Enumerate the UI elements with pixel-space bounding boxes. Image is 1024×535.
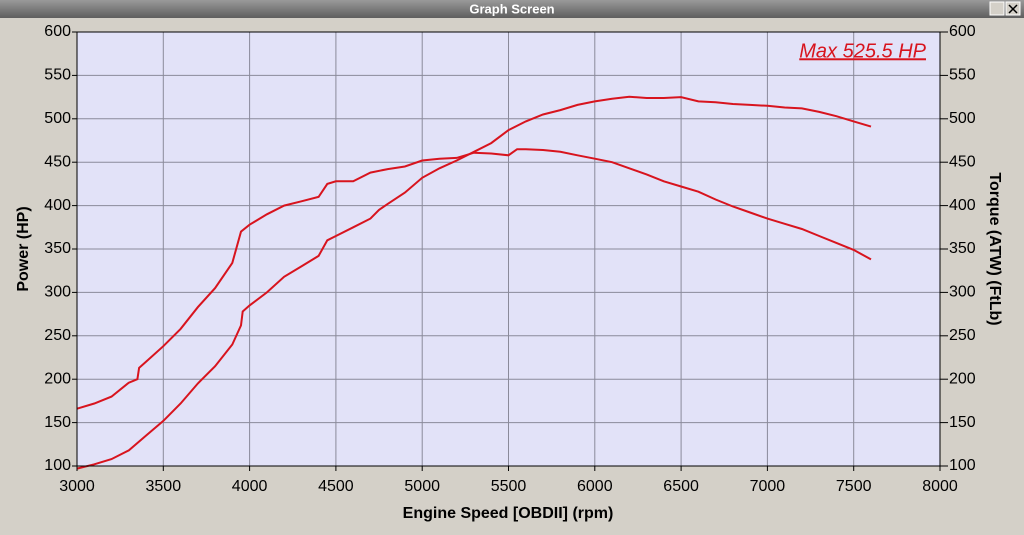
y2-tick-label: 600 [949,23,976,40]
x-tick-label: 5000 [404,478,440,495]
y-tick-label: 150 [44,414,71,431]
y2-tick-label: 300 [949,284,976,301]
y2-tick-label: 500 [949,110,976,127]
y-tick-label: 300 [44,284,71,301]
y-tick-label: 500 [44,110,71,127]
y2-tick-label: 400 [949,197,976,214]
y-tick-label: 550 [44,67,71,84]
series-line [76,95,872,470]
x-tick-label: 5500 [491,478,527,495]
x-tick-label: 6500 [663,478,699,495]
y2-tick-label: 350 [949,240,976,257]
close-icon [1008,4,1018,14]
x-tick-label: 3000 [59,478,95,495]
x-tick-label: 7000 [750,478,786,495]
x-tick-label: 7500 [836,478,872,495]
y2-tick-label: 200 [949,370,976,387]
x-tick-label: 3500 [146,478,182,495]
y2-tick-label: 150 [949,414,976,431]
max-annotation: Max 525.5 HP [799,40,926,62]
y2-tick-label: 250 [949,327,976,344]
x-tick-label: 8000 [922,478,958,495]
x-axis-label: Engine Speed [OBDII] (rpm) [403,505,614,522]
y-tick-label: 600 [44,23,71,40]
window-title: Graph Screen [469,1,554,16]
y-tick-label: 100 [44,457,71,474]
y2-tick-label: 100 [949,457,976,474]
y-tick-label: 450 [44,153,71,170]
x-tick-label: 4000 [232,478,268,495]
y2-axis-label: Torque (ATW) (FtLb) [986,172,1003,325]
y2-tick-label: 450 [949,153,976,170]
x-tick-label: 6000 [577,478,613,495]
y-axis-label: Power (HP) [15,206,32,291]
y2-tick-label: 550 [949,67,976,84]
y-tick-label: 400 [44,197,71,214]
y-tick-label: 200 [44,370,71,387]
y-tick-label: 350 [44,240,71,257]
y-tick-label: 250 [44,327,71,344]
title-bar [0,0,1024,18]
series-line [76,148,872,410]
restore-button[interactable] [989,1,1005,16]
x-tick-label: 4500 [318,478,354,495]
